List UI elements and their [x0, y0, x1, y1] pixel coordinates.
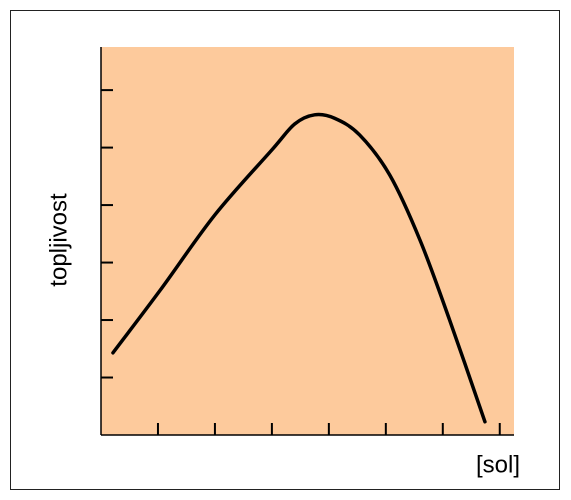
plot-area: [100, 47, 514, 436]
plot-background: [101, 47, 514, 435]
x-axis-label: [sol]: [476, 451, 520, 478]
y-axis-label: topljivost: [45, 193, 72, 287]
line-series: [111, 112, 487, 424]
